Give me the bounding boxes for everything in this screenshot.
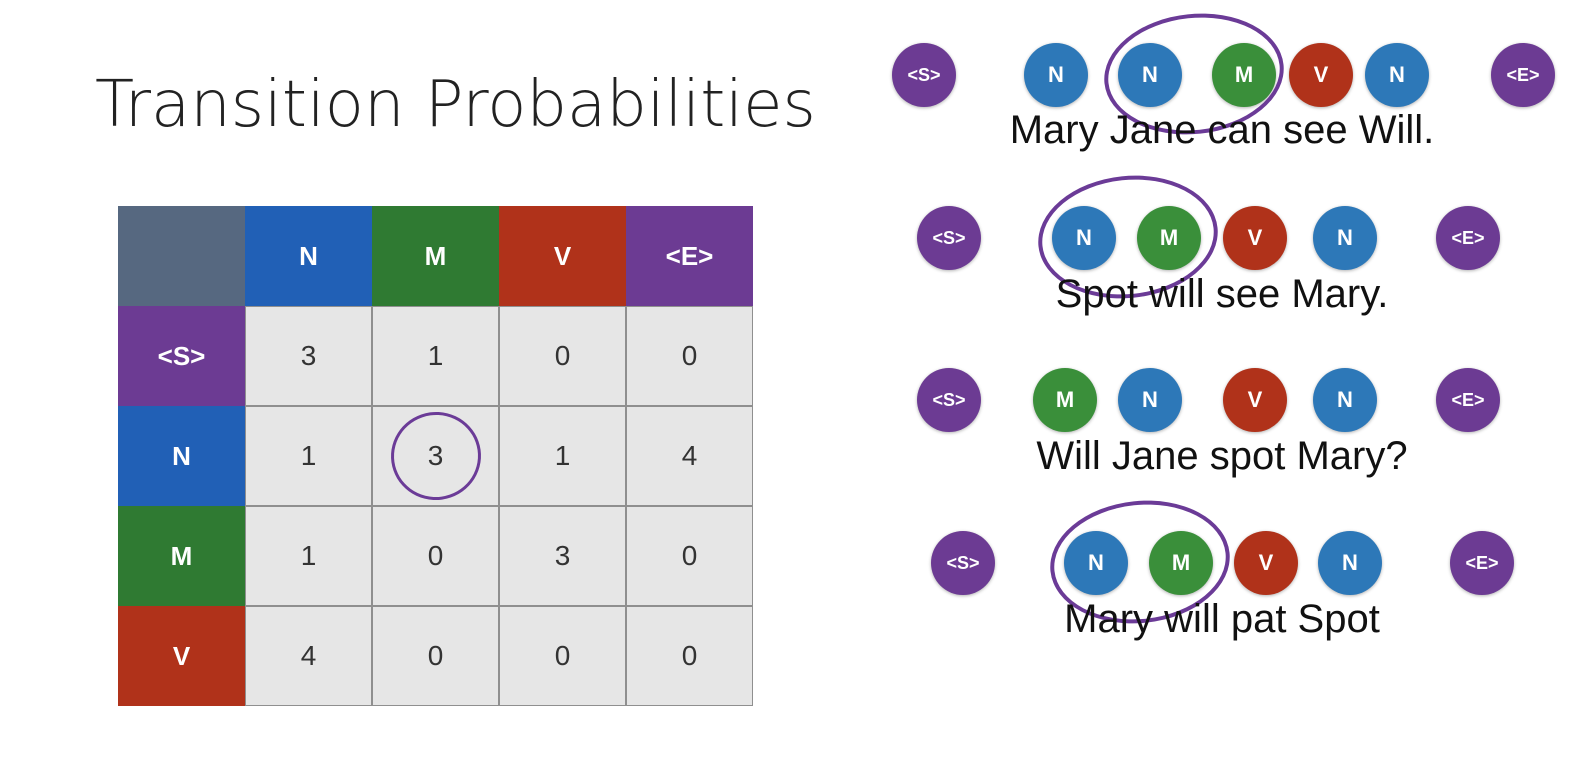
tag-modal: M	[1149, 531, 1213, 595]
tag-verb: V	[1289, 43, 1353, 107]
matrix-cell: 1	[499, 406, 626, 506]
matrix-cell: 1	[245, 406, 372, 506]
matrix-cell-circled: 3	[372, 406, 499, 506]
tag-modal: M	[1212, 43, 1276, 107]
matrix-cell: 3	[245, 306, 372, 406]
matrix-cell: 4	[245, 606, 372, 706]
tag-start: <S>	[917, 206, 981, 270]
page-title: Transition Probabilities	[95, 68, 816, 142]
row-header-start: <S>	[118, 306, 245, 406]
row-header-v: V	[118, 606, 245, 706]
matrix-cell: 4	[626, 406, 753, 506]
matrix-cell: 0	[626, 306, 753, 406]
tag-noun: N	[1024, 43, 1088, 107]
tag-verb: V	[1223, 206, 1287, 270]
matrix-cell: 1	[245, 506, 372, 606]
col-header-v: V	[499, 206, 626, 306]
tag-start: <S>	[892, 43, 956, 107]
matrix-cell: 1	[372, 306, 499, 406]
tag-end: <E>	[1436, 368, 1500, 432]
matrix-cell: 0	[499, 606, 626, 706]
tag-modal: M	[1033, 368, 1097, 432]
tag-noun: N	[1118, 43, 1182, 107]
matrix-cell: 0	[499, 306, 626, 406]
tag-noun: N	[1365, 43, 1429, 107]
tag-end: <E>	[1491, 43, 1555, 107]
tag-noun: N	[1318, 531, 1382, 595]
col-header-end: <E>	[626, 206, 753, 306]
matrix-cell: 0	[372, 606, 499, 706]
tag-noun: N	[1052, 206, 1116, 270]
matrix-cell: 0	[372, 506, 499, 606]
tag-noun: N	[1118, 368, 1182, 432]
matrix-cell: 0	[626, 506, 753, 606]
transition-matrix: N M V <E> <S> 3 1 0 0 N 1 3 1 4 M 1 0 3 …	[118, 206, 753, 706]
row-header-m: M	[118, 506, 245, 606]
matrix-cell: 0	[626, 606, 753, 706]
col-header-m: M	[372, 206, 499, 306]
tag-noun: N	[1064, 531, 1128, 595]
tag-verb: V	[1223, 368, 1287, 432]
matrix-cell: 3	[499, 506, 626, 606]
sentence-text: Will Jane spot Mary?	[1036, 434, 1408, 478]
sentence-text: Mary will pat Spot	[1064, 597, 1380, 641]
sentence-text: Spot will see Mary.	[1055, 272, 1389, 316]
tag-modal: M	[1137, 206, 1201, 270]
tag-verb: V	[1234, 531, 1298, 595]
tag-end: <E>	[1436, 206, 1500, 270]
tag-start: <S>	[917, 368, 981, 432]
sentence-text: Mary Jane can see Will.	[1009, 108, 1435, 152]
row-header-n: N	[118, 406, 245, 506]
matrix-corner-cell	[118, 206, 245, 306]
tag-noun: N	[1313, 206, 1377, 270]
col-header-n: N	[245, 206, 372, 306]
tag-end: <E>	[1450, 531, 1514, 595]
tag-noun: N	[1313, 368, 1377, 432]
tag-start: <S>	[931, 531, 995, 595]
